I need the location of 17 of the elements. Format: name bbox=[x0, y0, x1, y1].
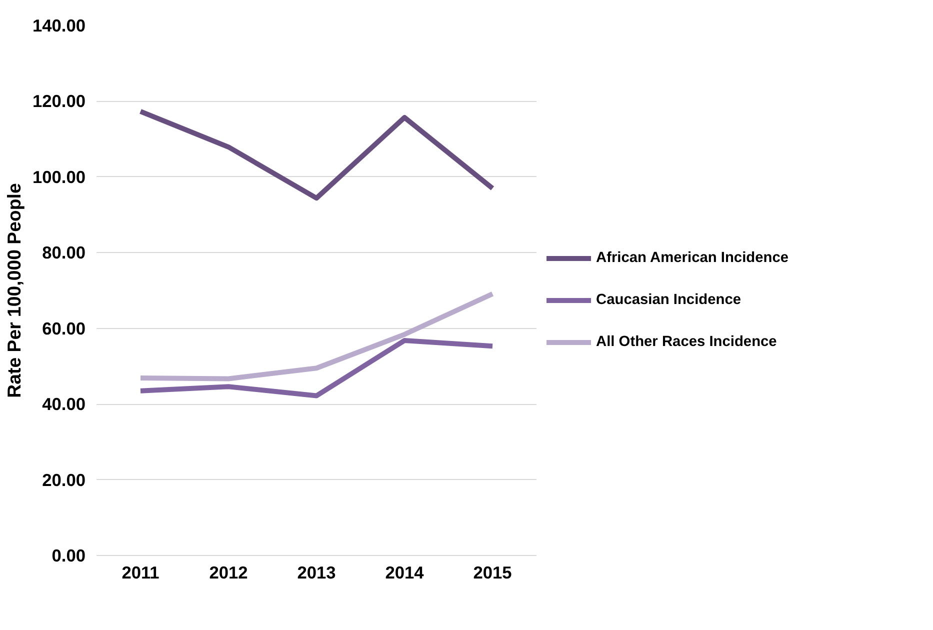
y-tick-label: 20.00 bbox=[42, 470, 86, 490]
x-tick-label: 2012 bbox=[209, 562, 248, 582]
y-tick-label: 60.00 bbox=[42, 318, 86, 338]
y-tick-label: 120.00 bbox=[32, 91, 86, 112]
y-tick-label: 140.00 bbox=[32, 16, 86, 36]
x-tick-label: 2014 bbox=[385, 562, 424, 582]
y-tick-label: 40.00 bbox=[42, 394, 86, 414]
y-tick-label: 80.00 bbox=[42, 242, 86, 263]
y-tick-label: 100.00 bbox=[32, 166, 86, 187]
x-tick-label: 2011 bbox=[122, 562, 160, 582]
y-axis-title: Rate Per 100,000 People bbox=[4, 183, 24, 398]
y-tick-label: 0.00 bbox=[52, 546, 86, 566]
x-tick-label: 2015 bbox=[473, 562, 512, 582]
legend-label: African American Incidence bbox=[596, 250, 788, 266]
legend-label: All Other Races Incidence bbox=[596, 334, 777, 350]
legend-label: Caucasian Incidence bbox=[596, 292, 741, 308]
x-tick-label: 2013 bbox=[297, 562, 336, 582]
